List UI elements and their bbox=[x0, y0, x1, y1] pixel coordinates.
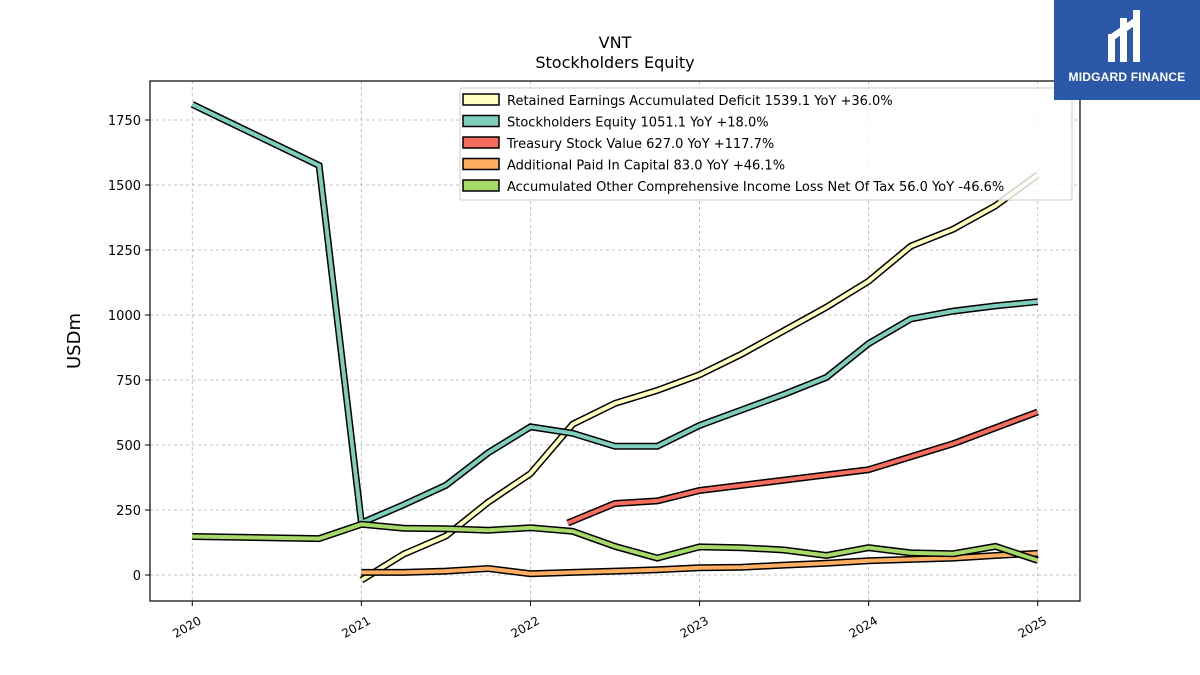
x-tick-label: 2021 bbox=[339, 613, 372, 640]
legend-box bbox=[459, 87, 1073, 201]
legend-entry: Retained Earnings Accumulated Deficit 15… bbox=[507, 94, 893, 109]
series-line bbox=[192, 522, 1039, 563]
y-tick-label: 1500 bbox=[108, 179, 141, 194]
series-5 bbox=[192, 520, 1039, 564]
x-tick-label: 2020 bbox=[170, 613, 203, 640]
y-tick-label: 0 bbox=[133, 569, 141, 584]
legend-swatch bbox=[462, 114, 500, 128]
x-tick-label: 2025 bbox=[1016, 613, 1049, 640]
legend-swatch bbox=[462, 179, 500, 192]
x-tick-label: 2023 bbox=[678, 613, 711, 640]
series-line bbox=[191, 102, 1038, 526]
series-line-outline bbox=[566, 408, 1039, 527]
series-line-outline bbox=[192, 520, 1039, 564]
y-tick-label: 1000 bbox=[108, 309, 141, 324]
legend-swatch bbox=[462, 136, 500, 149]
legend-entry: Additional Paid In Capital 83.0 YoY +46.… bbox=[507, 159, 785, 174]
series-lines bbox=[190, 101, 1040, 584]
y-tick-label: 1750 bbox=[108, 114, 141, 129]
y-tick-label: 750 bbox=[116, 374, 141, 389]
legend-entry: Treasury Stock Value 627.0 YoY +117.7% bbox=[506, 137, 774, 152]
series-2 bbox=[190, 101, 1039, 529]
series-line bbox=[361, 551, 1038, 576]
y-tick-label: 500 bbox=[116, 439, 141, 454]
series-line bbox=[566, 410, 1039, 525]
legend-entry: Accumulated Other Comprehensive Income L… bbox=[507, 180, 1004, 195]
brand-logo: MIDGARD FINANCE bbox=[1054, 0, 1200, 100]
legend-swatch bbox=[462, 93, 500, 106]
chart-title: VNT bbox=[599, 33, 632, 52]
chart-subtitle: Stockholders Equity bbox=[535, 53, 694, 72]
y-tick-label: 250 bbox=[116, 504, 141, 519]
series-1 bbox=[359, 171, 1040, 584]
series-4 bbox=[361, 549, 1038, 578]
y-axis-label: USDm bbox=[64, 313, 85, 369]
legend-swatch bbox=[462, 157, 500, 171]
x-axis: 2020 2021 2022 2023 2024 2025 bbox=[170, 601, 1049, 641]
x-tick-label: 2024 bbox=[847, 613, 880, 640]
y-tick-label: 1250 bbox=[108, 244, 141, 259]
plot-area-frame bbox=[149, 80, 1081, 602]
y-axis: 0 250 500 750 1000 1250 1500 1750 bbox=[108, 114, 150, 584]
legend: Retained Earnings Accumulated Deficit 15… bbox=[459, 87, 1073, 201]
brand-name: MIDGARD FINANCE bbox=[1068, 70, 1186, 84]
brand-mark-icon bbox=[1108, 10, 1140, 62]
series-line bbox=[360, 173, 1039, 582]
x-tick-label: 2022 bbox=[509, 613, 542, 640]
series-3 bbox=[566, 408, 1039, 527]
legend-entry: Stockholders Equity 1051.1 YoY +18.0% bbox=[507, 116, 769, 131]
